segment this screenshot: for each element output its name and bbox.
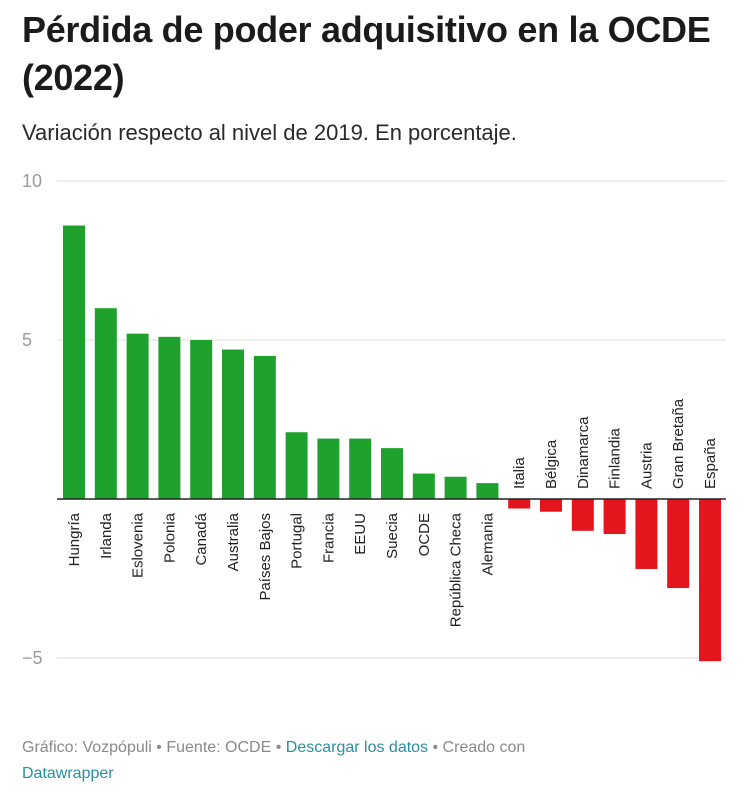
category-label: Bélgica — [543, 439, 560, 489]
chart-title: Pérdida de poder adquisitivo en la OCDE … — [22, 9, 711, 98]
chart-subtitle: Variación respecto al nivel de 2019. En … — [22, 120, 517, 145]
y-tick-label: 5 — [22, 330, 32, 350]
bar — [349, 438, 372, 499]
category-label: OCDE — [416, 513, 433, 556]
category-label: Polonia — [161, 512, 178, 563]
category-label: Portugal — [289, 513, 306, 569]
bar — [635, 499, 658, 569]
bar — [285, 432, 308, 499]
bar — [317, 438, 340, 499]
category-label: Canadá — [193, 512, 210, 565]
bar — [412, 473, 435, 499]
bar — [190, 340, 213, 499]
download-data-link[interactable]: Descargar los datos — [285, 739, 429, 756]
category-label: Eslovenia — [130, 512, 147, 578]
category-label: Hungría — [66, 512, 83, 566]
bar — [508, 499, 531, 509]
bar — [603, 499, 626, 534]
bar — [540, 499, 562, 512]
y-tick-label: 10 — [22, 171, 42, 191]
category-label: Australia — [225, 512, 242, 571]
category-label: Dinamarca — [575, 416, 592, 489]
category-label: República Checa — [448, 512, 465, 627]
category-label: España — [702, 437, 719, 489]
bar — [381, 448, 403, 499]
bar — [63, 225, 85, 499]
bar — [699, 499, 721, 662]
bar — [476, 483, 499, 499]
category-label: Austria — [638, 442, 655, 489]
bar — [444, 476, 467, 499]
footer-created-with-text: • Creado con — [428, 739, 526, 756]
category-label: Gran Bretaña — [670, 398, 687, 489]
category-label: Francia — [320, 512, 337, 563]
bar — [222, 349, 244, 499]
category-label: Finlandia — [607, 427, 624, 489]
bar — [126, 333, 149, 499]
bar — [667, 499, 690, 589]
category-label: Países Bajos — [257, 513, 274, 601]
bar — [158, 336, 181, 499]
bar — [94, 308, 117, 499]
category-label: Irlanda — [98, 512, 115, 559]
category-label: Alemania — [479, 512, 496, 575]
bar-chart: 10 5 −5 Hungría Irlanda Eslovenia Polonia Canad… — [22, 171, 726, 668]
datawrapper-link[interactable]: Datawrapper — [22, 765, 114, 782]
chart-footer: Gráfico: Vozpópuli • Fuente: OCDE • Desc… — [22, 735, 722, 787]
category-label: Italia — [511, 457, 528, 489]
bar — [571, 499, 594, 531]
y-tick-label: −5 — [22, 648, 43, 668]
category-label: EEUU — [352, 513, 369, 555]
bar — [253, 355, 276, 499]
footer-source-text: Gráfico: Vozpópuli • Fuente: OCDE • — [22, 739, 286, 756]
category-label: Suecia — [384, 512, 401, 559]
